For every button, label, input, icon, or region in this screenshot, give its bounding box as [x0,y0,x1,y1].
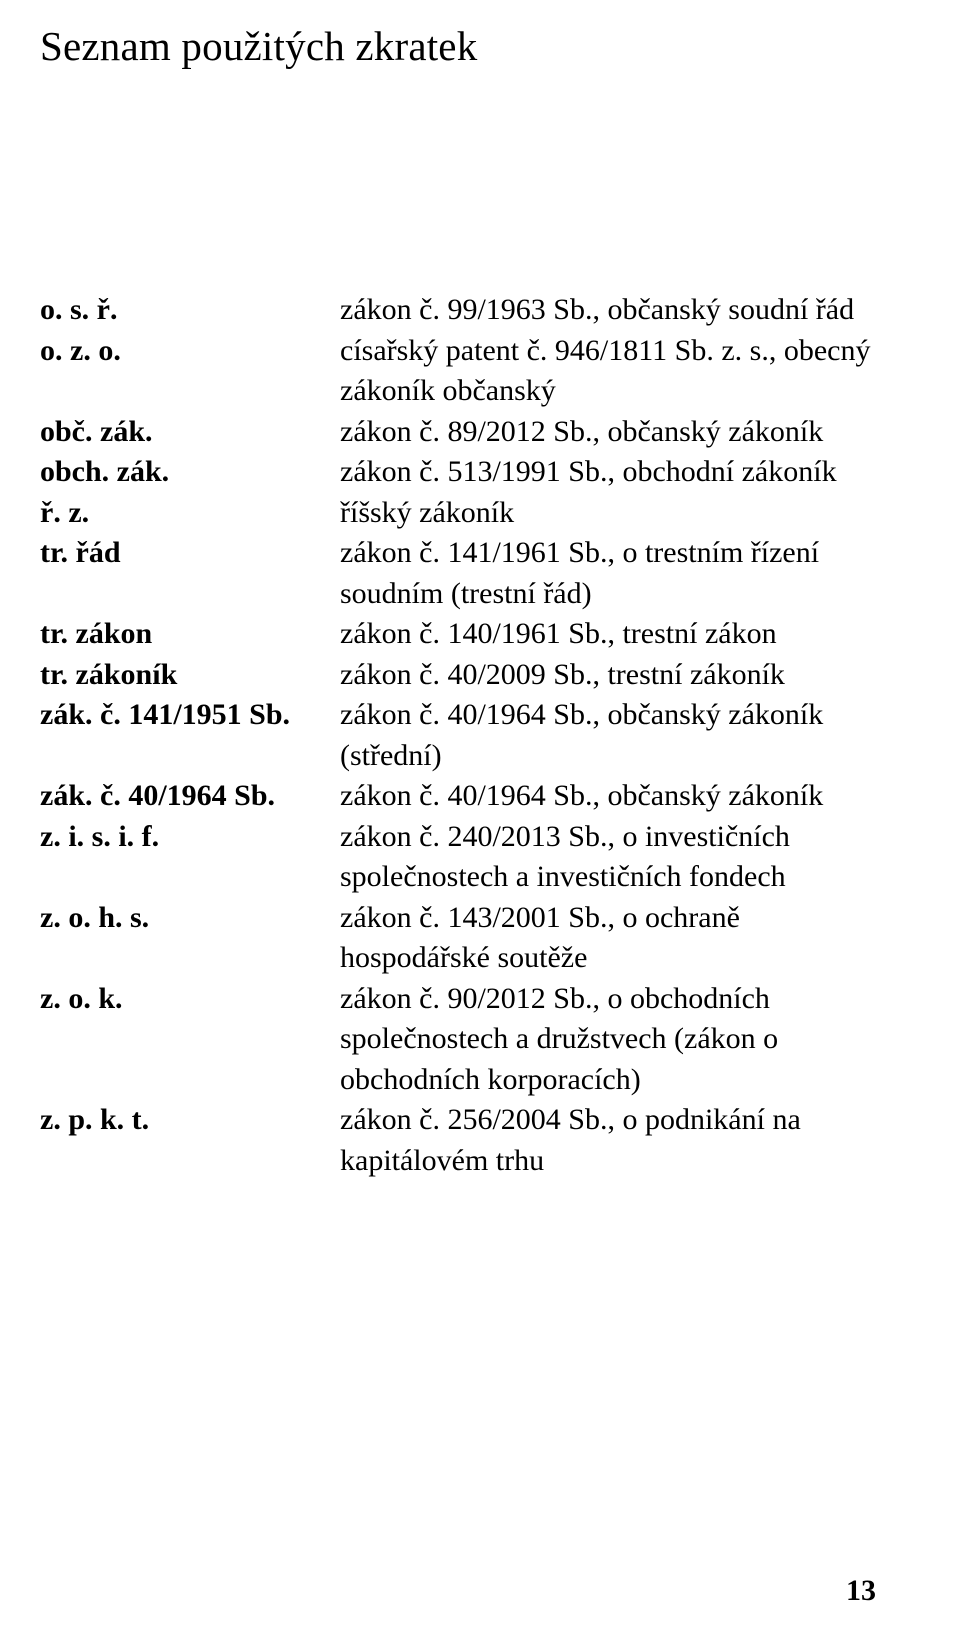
abbr-term: ř. z. [40,493,340,534]
abbr-term: z. i. s. i. f. [40,817,340,858]
list-item: zák. č. 40/1964 Sb. zákon č. 40/1964 Sb.… [40,776,876,817]
abbr-term: tr. zákon [40,614,340,655]
list-item: o. s. ř. zákon č. 99/1963 Sb., občanský … [40,290,876,331]
abbr-definition: zákon č. 89/2012 Sb., občanský zákoník [340,412,876,453]
abbr-definition: zákon č. 143/2001 Sb., o ochraně hospodá… [340,898,876,979]
abbr-term: tr. zákoník [40,655,340,696]
list-item: z. o. h. s. zákon č. 143/2001 Sb., o och… [40,898,876,979]
list-item: tr. řád zákon č. 141/1961 Sb., o trestní… [40,533,876,614]
list-item: tr. zákoník zákon č. 40/2009 Sb., trestn… [40,655,876,696]
abbr-definition: zákon č. 99/1963 Sb., občanský soudní řá… [340,290,876,331]
list-item: obč. zák. zákon č. 89/2012 Sb., občanský… [40,412,876,453]
abbr-definition: říšský zákoník [340,493,876,534]
abbr-definition: zákon č. 90/2012 Sb., o obchodních spole… [340,979,876,1101]
list-item: o. z. o. císařský patent č. 946/1811 Sb.… [40,331,876,412]
abbr-term: tr. řád [40,533,340,574]
abbr-term: z. o. k. [40,979,340,1020]
list-item: z. i. s. i. f. zákon č. 240/2013 Sb., o … [40,817,876,898]
page-title: Seznam použitých zkratek [40,22,876,70]
abbr-definition: zákon č. 240/2013 Sb., o investičních sp… [340,817,876,898]
abbr-term: z. o. h. s. [40,898,340,939]
abbr-definition: zákon č. 256/2004 Sb., o podnikání na ka… [340,1100,876,1181]
abbr-term: obch. zák. [40,452,340,493]
abbr-definition: zákon č. 40/1964 Sb., občanský zákoník (… [340,695,876,776]
abbr-term: o. s. ř. [40,290,340,331]
abbreviation-list: o. s. ř. zákon č. 99/1963 Sb., občanský … [40,290,876,1181]
abbr-definition: zákon č. 40/1964 Sb., občanský zákoník [340,776,876,817]
list-item: z. p. k. t. zákon č. 256/2004 Sb., o pod… [40,1100,876,1181]
abbr-definition: císařský patent č. 946/1811 Sb. z. s., o… [340,331,876,412]
list-item: zák. č. 141/1951 Sb. zákon č. 40/1964 Sb… [40,695,876,776]
abbr-term: z. p. k. t. [40,1100,340,1141]
list-item: tr. zákon zákon č. 140/1961 Sb., trestní… [40,614,876,655]
abbr-definition: zákon č. 141/1961 Sb., o trestním řízení… [340,533,876,614]
page-number: 13 [846,1574,876,1608]
page: Seznam použitých zkratek o. s. ř. zákon … [0,0,960,1642]
list-item: z. o. k. zákon č. 90/2012 Sb., o obchodn… [40,979,876,1101]
abbr-definition: zákon č. 513/1991 Sb., obchodní zákoník [340,452,876,493]
list-item: obch. zák. zákon č. 513/1991 Sb., obchod… [40,452,876,493]
abbr-term: obč. zák. [40,412,340,453]
abbr-term: o. z. o. [40,331,340,372]
abbr-definition: zákon č. 40/2009 Sb., trestní zákoník [340,655,876,696]
list-item: ř. z. říšský zákoník [40,493,876,534]
abbr-definition: zákon č. 140/1961 Sb., trestní zákon [340,614,876,655]
abbr-term: zák. č. 40/1964 Sb. [40,776,340,817]
abbr-term: zák. č. 141/1951 Sb. [40,695,340,736]
